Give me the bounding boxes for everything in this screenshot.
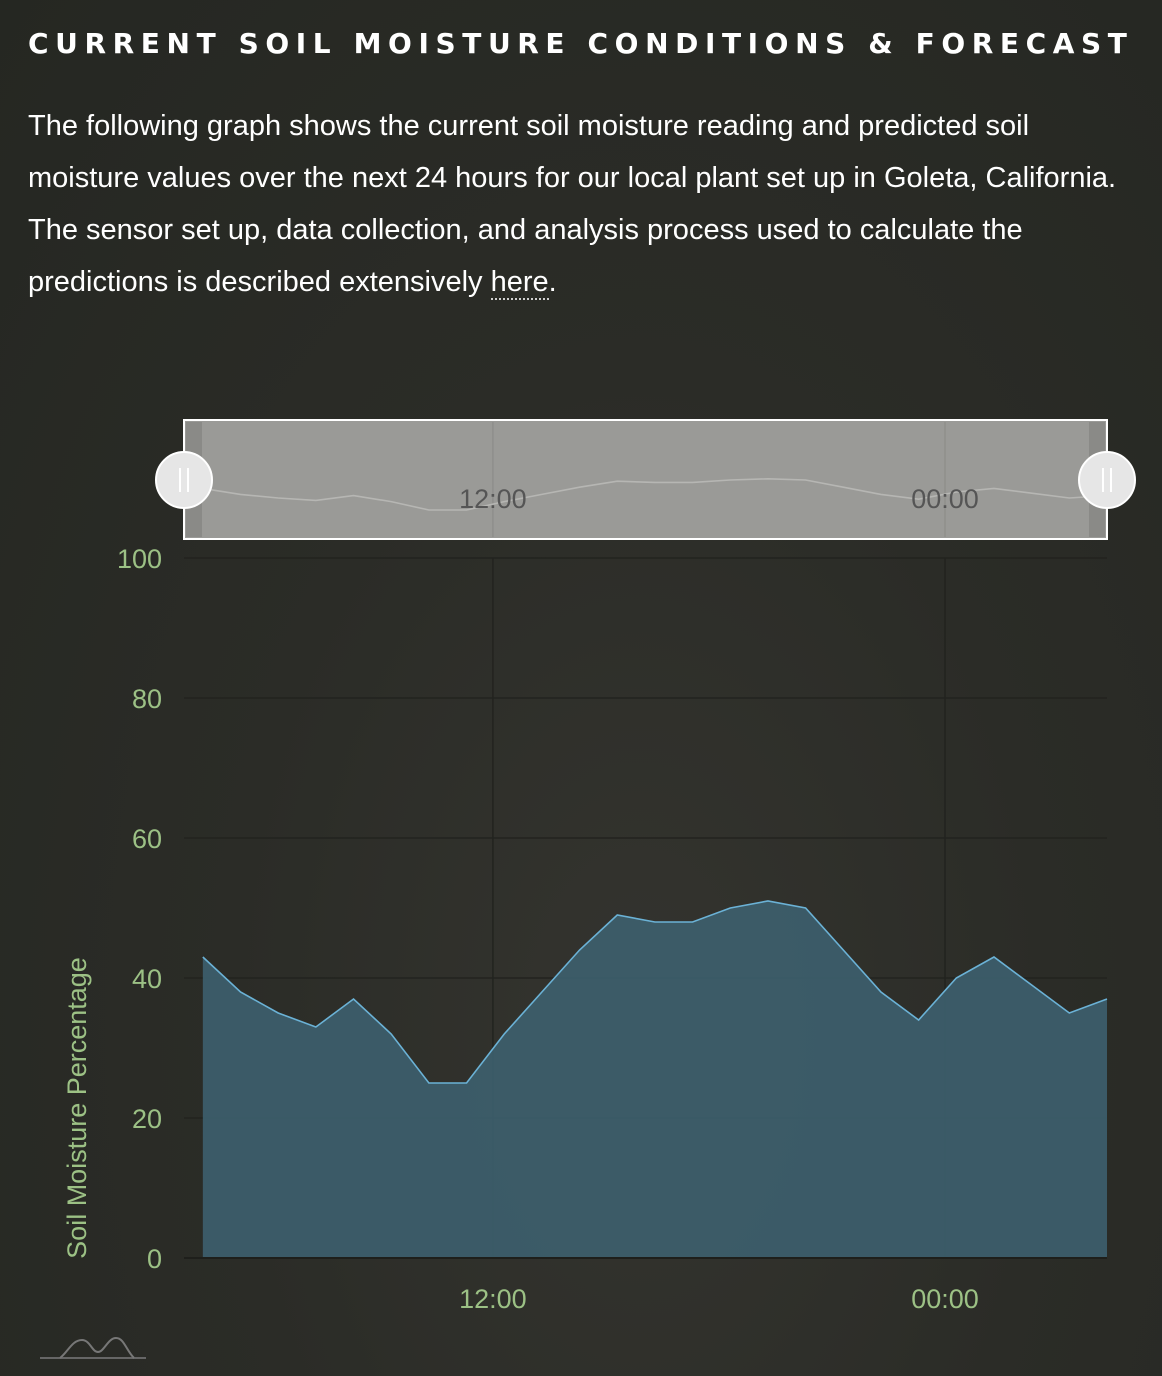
intro-paragraph: The following graph shows the current so… [28,100,1128,308]
data-point [539,989,545,995]
x-tick-label: 00:00 [911,1284,979,1314]
data-point [501,1031,507,1037]
data-point [577,947,583,953]
data-point [388,1031,394,1037]
navigator-tick-label: 12:00 [459,484,527,514]
series-line [202,900,1108,1084]
y-tick-label: 0 [147,1244,162,1274]
data-point [1029,982,1035,988]
navigator-handle-right[interactable] [1078,451,1136,509]
data-point [464,1080,470,1086]
intro-text-end: . [548,266,557,298]
x-tick-label: 12:00 [459,1284,527,1314]
y-tick-label: 20 [132,1104,162,1134]
navigator-tick-label: 00:00 [911,484,979,514]
y-tick-label: 60 [132,824,162,854]
data-point [426,1080,432,1086]
data-point [200,954,206,960]
data-point [690,919,696,925]
data-point [652,919,658,925]
y-tick-label: 80 [132,684,162,714]
intro-text: The following graph shows the current so… [28,110,1117,298]
y-axis-title: Soil Moisture Percentage [62,957,92,1259]
details-link[interactable]: here [490,266,549,300]
mountain-logo-icon [40,1336,146,1359]
data-point [275,1010,281,1016]
data-point [878,989,884,995]
data-point [727,905,733,911]
data-point [313,1024,319,1030]
data-point [803,905,809,911]
data-point [840,947,846,953]
navigator-handle-left[interactable] [155,451,213,509]
series-area [202,901,1107,1258]
data-point [351,996,357,1002]
page-title: CURRENT SOIL MOISTURE CONDITIONS & FOREC… [28,27,1134,60]
data-point [1066,1010,1072,1016]
y-tick-label: 40 [132,964,162,994]
navigator-selection [183,419,1108,540]
data-point [765,898,771,904]
data-point [916,1017,922,1023]
data-point [953,975,959,981]
y-tick-label: 100 [117,544,162,574]
data-point [991,954,997,960]
navigator-series-line [202,477,1108,511]
data-point [1104,996,1110,1002]
data-point [614,912,620,918]
data-point [238,989,244,995]
